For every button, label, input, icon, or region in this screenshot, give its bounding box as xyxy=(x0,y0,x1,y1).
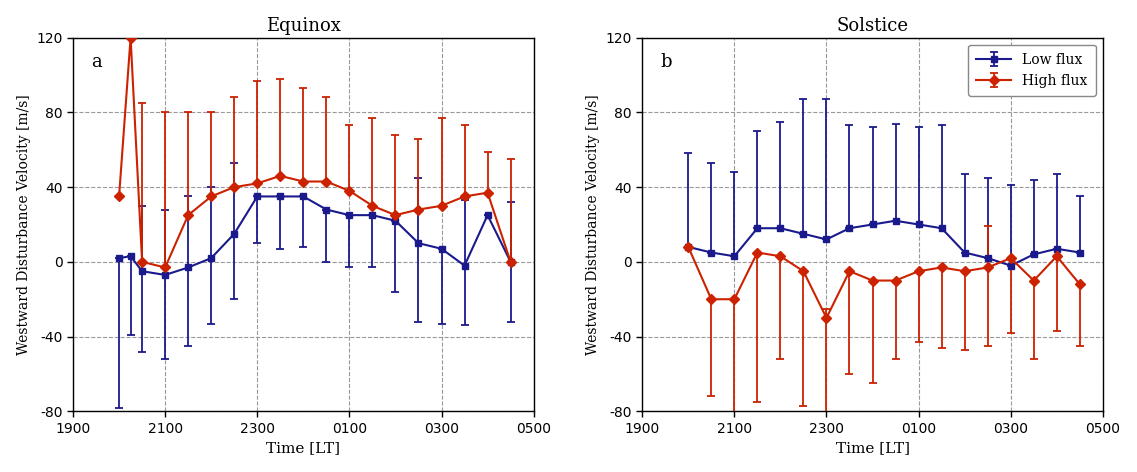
Y-axis label: Westward Disturbance Velocity [m/s]: Westward Disturbance Velocity [m/s] xyxy=(17,94,31,355)
Title: Equinox: Equinox xyxy=(266,17,341,34)
X-axis label: Time [LT]: Time [LT] xyxy=(266,441,340,455)
Title: Solstice: Solstice xyxy=(837,17,908,34)
Legend: Low flux, High flux: Low flux, High flux xyxy=(968,44,1096,96)
Text: b: b xyxy=(661,52,672,70)
Y-axis label: Westward Disturbance Velocity [m/s]: Westward Disturbance Velocity [m/s] xyxy=(586,94,600,355)
Text: a: a xyxy=(91,52,102,70)
X-axis label: Time [LT]: Time [LT] xyxy=(836,441,910,455)
